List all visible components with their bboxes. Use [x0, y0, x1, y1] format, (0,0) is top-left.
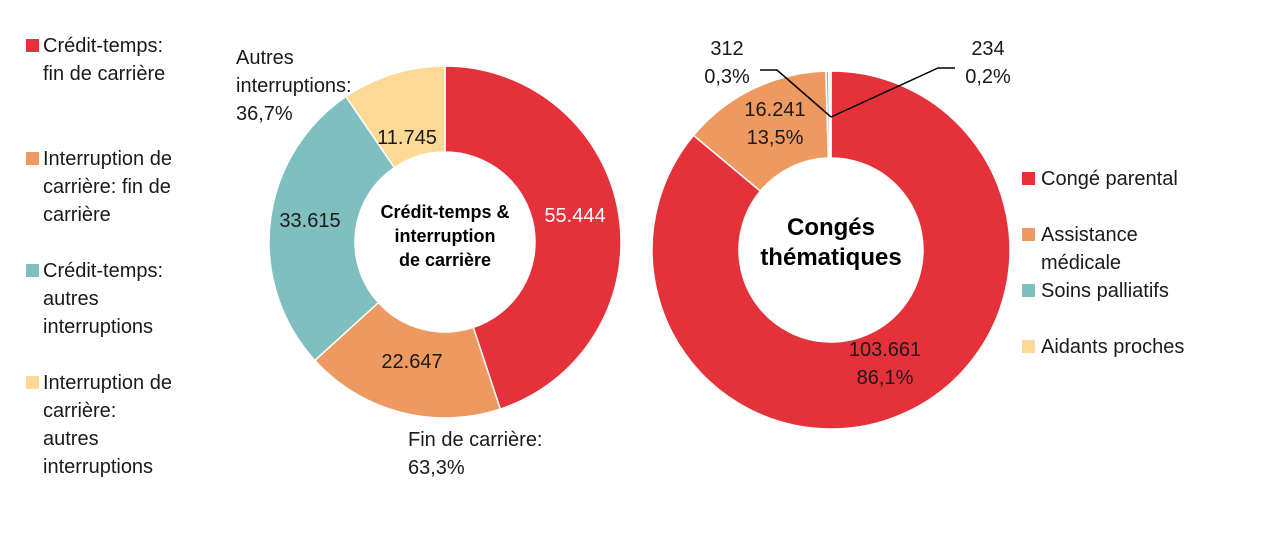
- data-label: 55.444: [544, 205, 605, 227]
- donut-slice: [313, 301, 502, 419]
- legend-swatch: [1022, 340, 1035, 353]
- donut-slice: [344, 65, 446, 169]
- legend-swatch: [1022, 172, 1035, 185]
- donut-center-title: Crédit-temps & interruption de carrière: [380, 202, 509, 270]
- donut-slice: [651, 70, 1011, 430]
- leader-line: [830, 67, 955, 118]
- donut-slice: [268, 95, 396, 362]
- legend-conges-thematiques: Congé parental Assistance médicale Soins…: [1000, 0, 1272, 547]
- donut-slice: [828, 70, 832, 159]
- donut-conges-thematiques: Congés thématiques 103.661 86,1% 16.241 13,5%…: [651, 38, 1011, 430]
- legend-label: Crédit-temps: fin de carrière: [43, 35, 166, 85]
- donut-slice: [444, 65, 622, 411]
- legend-swatch: [26, 39, 39, 52]
- legend-label: Aidants proches: [1041, 336, 1185, 358]
- data-label: 16.241 13,5%: [744, 99, 805, 149]
- legend-label: Interruption de carrière: autres interru…: [43, 372, 172, 478]
- data-label: 234 0,2%: [965, 38, 1011, 88]
- data-label: 22.647: [381, 351, 442, 373]
- donut-center-title: Congés thématiques: [760, 214, 901, 271]
- data-label: 33.615: [279, 210, 340, 232]
- legend-label: Soins palliatifs: [1041, 280, 1169, 302]
- donut-credit-temps: Crédit-temps & interruption de carrière 55.…: [236, 47, 622, 479]
- legend-label: Congé parental: [1041, 168, 1178, 190]
- legend-swatch: [26, 152, 39, 165]
- legend-swatch: [26, 376, 39, 389]
- data-label: 103.661 86,1%: [849, 339, 921, 389]
- legend-label: Crédit-temps: autres interruptions: [43, 260, 164, 338]
- legend-swatch: [1022, 228, 1035, 241]
- data-label: 312 0,3%: [704, 38, 750, 88]
- group-label: Autres interruptions: 36,7%: [236, 47, 352, 125]
- legend-label: Assistance médicale: [1041, 224, 1138, 274]
- legend-credit-temps: Crédit-temps: fin de carrière Interrupti…: [0, 0, 230, 547]
- leader-line: [760, 69, 832, 118]
- legend-label: Interruption de carrière: fin de carrièr…: [43, 148, 172, 226]
- group-label: Fin de carrière: 63,3%: [408, 429, 543, 479]
- legend-swatch: [26, 264, 39, 277]
- legend-swatch: [1022, 284, 1035, 297]
- data-label: 11.745: [377, 127, 437, 149]
